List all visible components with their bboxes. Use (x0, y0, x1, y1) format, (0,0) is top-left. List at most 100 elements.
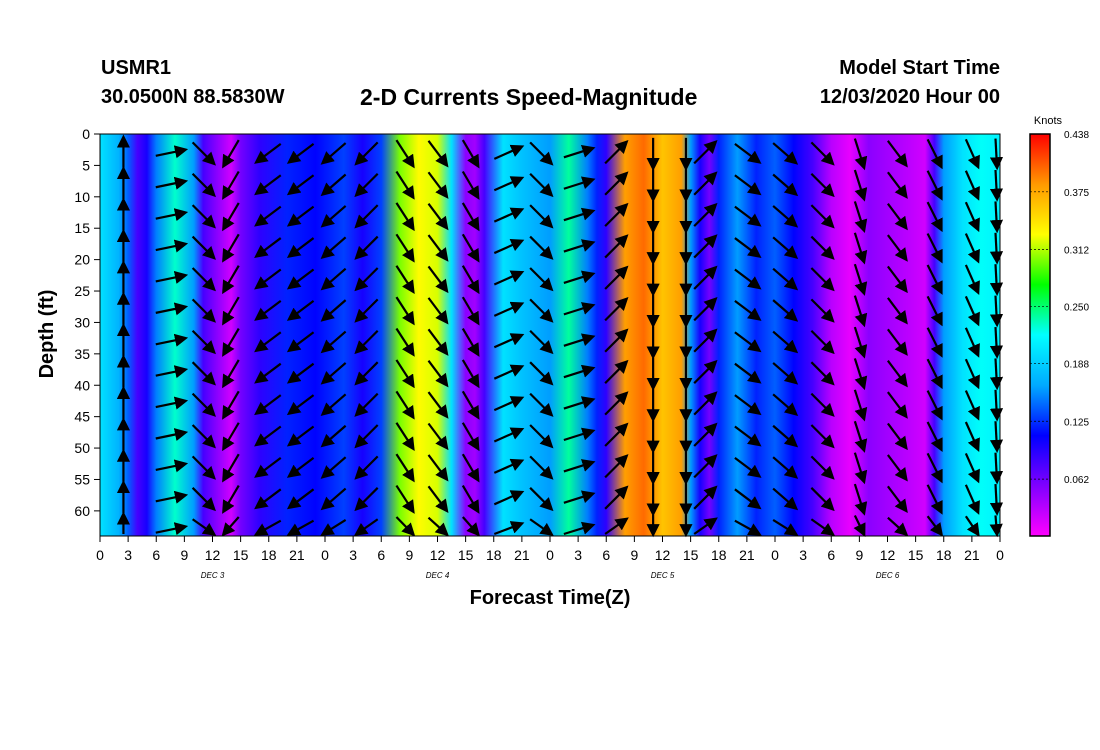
current-vector-arrow (772, 299, 799, 322)
colorbar-tick-label: 0.438 (1064, 130, 1089, 141)
current-vector-arrow (810, 518, 836, 536)
current-vector-arrow (964, 264, 980, 295)
x-tick-label: 3 (574, 547, 582, 563)
y-tick-label: 30 (74, 314, 90, 330)
current-vector-arrow (395, 170, 415, 200)
current-vector-arrow (222, 170, 240, 200)
current-vector-arrow (461, 485, 480, 514)
x-tick-label: 6 (602, 547, 610, 563)
current-vector-arrow (222, 202, 240, 232)
current-vector-arrow (853, 358, 868, 391)
current-vector-arrow (810, 361, 835, 386)
current-vector-arrow (810, 172, 835, 198)
current-vector-arrow (427, 328, 449, 356)
current-vector-arrow (989, 389, 1004, 422)
x-tick-label: 0 (321, 547, 329, 563)
current-vector-arrow (222, 327, 240, 357)
current-vector-arrow (191, 392, 216, 417)
current-vector-arrow (222, 296, 240, 326)
current-vector-arrow (427, 297, 449, 325)
current-vector-arrow (886, 391, 908, 419)
current-vector-arrow (354, 172, 379, 198)
current-vector-arrow (886, 140, 908, 168)
current-vector-arrow (734, 519, 762, 536)
current-vector-arrow (886, 265, 908, 294)
current-vector-arrow (926, 201, 943, 233)
current-vector-arrow (493, 176, 525, 192)
current-vector-arrow (254, 142, 282, 164)
current-vector-arrow (734, 457, 762, 478)
current-vector-arrow (320, 393, 347, 417)
current-vector-arrow (320, 362, 347, 385)
current-vector-arrow (964, 233, 980, 264)
current-vector-arrow (604, 454, 629, 479)
current-vector-arrow (286, 362, 315, 384)
current-vector-arrow (155, 428, 189, 441)
current-vector-arrow (286, 457, 315, 478)
current-vector-arrow (461, 422, 480, 452)
current-vector-arrow (563, 459, 596, 473)
current-vector-arrow (461, 296, 480, 326)
current-vector-arrow (604, 422, 629, 447)
current-vector-arrow (529, 330, 554, 355)
current-vector-arrow (604, 297, 629, 322)
current-vector-arrow (395, 390, 415, 420)
current-vector-arrow (320, 236, 347, 259)
y-tick-label: 60 (74, 503, 90, 519)
current-vector-arrow (155, 239, 189, 253)
x-tick-label: 3 (349, 547, 357, 563)
current-vector-arrow (354, 455, 379, 480)
current-vector-arrow (191, 141, 216, 166)
current-vector-arrow (493, 333, 525, 349)
current-vector-arrow (563, 521, 596, 536)
colorbar-tick-label: 0.062 (1064, 475, 1089, 486)
current-vector-arrow (254, 299, 282, 321)
current-vector-arrow (772, 487, 799, 511)
current-vector-arrow (155, 490, 189, 504)
y-tick-label: 15 (74, 220, 90, 236)
x-tick-label: 21 (514, 547, 530, 563)
current-vector-arrow (191, 267, 216, 292)
x-tick-label: 6 (152, 547, 160, 563)
current-vector-arrow (427, 265, 449, 294)
current-vector-arrow (254, 174, 282, 196)
day-label: DEC 6 (876, 571, 900, 580)
current-vector-arrow (810, 392, 835, 417)
current-vector-arrow (734, 237, 762, 259)
x-tick-label: 12 (880, 547, 896, 563)
current-vector-arrow (354, 141, 379, 166)
x-tick-label: 12 (205, 547, 221, 563)
current-vector-arrow (810, 204, 835, 229)
current-vector-arrow (395, 265, 415, 294)
current-vector-arrow (964, 390, 980, 421)
current-vector-arrow (604, 234, 629, 259)
current-vector-arrow (286, 268, 315, 290)
current-vector-arrow (320, 519, 347, 536)
current-vector-arrow (155, 302, 189, 316)
current-vector-arrow (926, 421, 943, 452)
current-vector-arrow (734, 331, 762, 353)
current-vector-arrow (427, 391, 449, 419)
current-vector-arrow (772, 362, 799, 385)
current-vector-arrow (853, 295, 868, 328)
current-vector-arrow (427, 234, 449, 262)
current-vector-arrow (461, 327, 480, 357)
current-vector-arrow (964, 295, 980, 327)
current-vector-arrow (320, 487, 347, 511)
current-vector-arrow (853, 263, 868, 296)
current-vector-arrow (604, 517, 629, 535)
current-vector-arrow (320, 142, 347, 165)
current-vector-arrow (989, 264, 1004, 297)
x-tick-label: 9 (180, 547, 188, 563)
y-tick-label: 10 (74, 189, 90, 205)
x-tick-label: 18 (936, 547, 952, 563)
current-vector-arrow (887, 516, 909, 537)
colorbar-unit: Knots (1034, 115, 1063, 127)
current-vector-arrow (734, 142, 762, 164)
current-vector-arrow (529, 172, 554, 198)
current-vector-arrow (529, 424, 554, 449)
current-vector-arrow (286, 519, 315, 536)
current-vector-arrow (926, 327, 943, 358)
current-vector-arrow (964, 484, 980, 515)
current-vector-arrow (493, 301, 525, 317)
